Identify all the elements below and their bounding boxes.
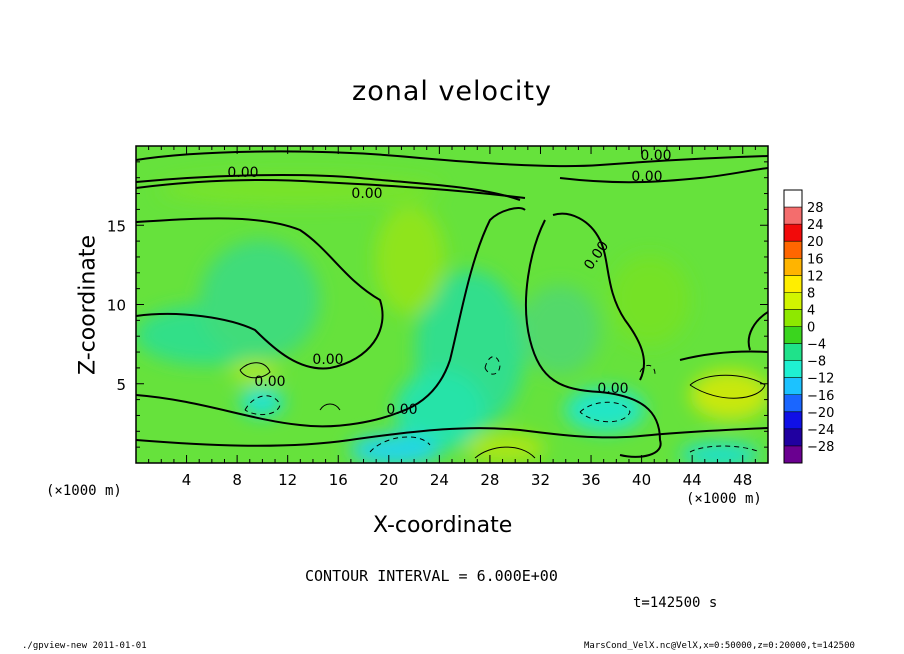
x-axis: 4 8 12 16 20 24 28 32 36 40 44 48 — [148, 146, 756, 489]
colorbar-label: 0 — [807, 321, 815, 336]
colorbar-cell — [784, 394, 802, 413]
y-tick-label: 5 — [116, 376, 126, 394]
colorbar-cell — [784, 445, 802, 464]
colorbar-cell — [784, 343, 802, 361]
colorbar-label: −8 — [807, 355, 826, 370]
colorbar-label: 8 — [807, 286, 815, 301]
x-unit-left: (×1000 m) — [46, 483, 122, 499]
colorbar: 28 24 20 16 12 8 4 0 −4 −8 −12 −16 −20 −24 −28 — [783, 189, 834, 464]
contour-label: 0.00 — [386, 402, 417, 418]
chart-title: zonal velocity — [352, 76, 552, 107]
colorbar-label: −20 — [807, 406, 834, 421]
x-axis-label: X-coordinate — [373, 513, 513, 538]
colorbar-cell — [784, 275, 802, 293]
x-tick-label: 12 — [278, 471, 297, 489]
contour-label: 0.00 — [597, 381, 628, 397]
colorbar-label: −28 — [807, 440, 834, 455]
contour-label: 0.00 — [631, 169, 662, 185]
contour-label: 0.00 — [351, 186, 382, 202]
x-unit-right: (×1000 m) — [686, 491, 762, 507]
colorbar-cell — [784, 326, 802, 344]
colorbar-cell — [784, 360, 802, 378]
colorbar-label: −12 — [807, 372, 834, 387]
x-tick-label: 28 — [480, 471, 499, 489]
colorbar-label: 12 — [807, 269, 824, 284]
colorbar-label: 28 — [807, 201, 824, 216]
colorbar-cell — [784, 428, 802, 447]
y-axis-label: Z-coordinate — [75, 235, 101, 375]
x-tick-label: 24 — [430, 471, 449, 489]
colorbar-cell — [784, 241, 802, 259]
colorbar-cell — [784, 292, 802, 310]
x-tick-label: 8 — [232, 471, 242, 489]
contour-interval-label: CONTOUR INTERVAL = 6.000E+00 — [305, 567, 558, 585]
colorbar-cell — [784, 207, 802, 225]
x-tick-label: 4 — [182, 471, 192, 489]
x-tick-label: 20 — [379, 471, 398, 489]
colorbar-label: 4 — [807, 303, 815, 318]
positive-contours — [239, 362, 766, 459]
colorbar-label: −24 — [807, 423, 834, 438]
x-tick-label: 32 — [531, 471, 550, 489]
x-tick-label: 40 — [632, 471, 651, 489]
y-tick-label: 10 — [107, 297, 126, 315]
colorbar-cell — [784, 377, 802, 396]
x-tick-label: 44 — [683, 471, 702, 489]
x-tick-label: 36 — [581, 471, 600, 489]
colorbar-cell — [784, 190, 802, 208]
negative-contours — [244, 356, 761, 453]
colorbar-cell — [784, 224, 802, 242]
time-label: t=142500 s — [633, 595, 718, 611]
footer-left: ./gpview-new 2011-01-01 — [22, 641, 147, 651]
y-axis: 5 10 15 — [107, 161, 768, 448]
colorbar-cell — [784, 411, 802, 430]
colorbar-label: −4 — [807, 338, 826, 353]
y-tick-label: 15 — [107, 217, 126, 235]
x-tick-label: 48 — [733, 471, 752, 489]
contour-label: 0.00 — [254, 374, 285, 390]
colorbar-cell — [784, 309, 802, 327]
colorbar-label: 24 — [807, 218, 824, 233]
colorbar-label: −16 — [807, 389, 834, 404]
contour-label: 0.00 — [640, 148, 671, 164]
zero-contours — [136, 150, 768, 458]
colorbar-label: 16 — [807, 252, 824, 267]
footer-right: MarsCond_VelX.nc@VelX,x=0:50000,z=0:2000… — [584, 641, 855, 651]
colorbar-label: 20 — [807, 235, 824, 250]
colorbar-cell — [784, 258, 802, 276]
contour-label: 0.00 — [312, 352, 343, 368]
x-tick-label: 16 — [329, 471, 348, 489]
contour-label: 0.00 — [227, 165, 258, 181]
